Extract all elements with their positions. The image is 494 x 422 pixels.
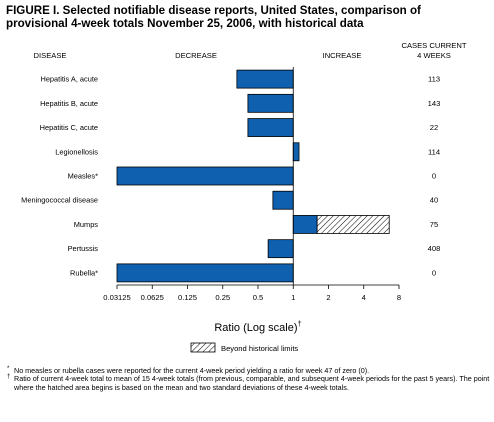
category-label: Hepatitis A, acute	[40, 75, 98, 84]
footnote-dagger-text: Ratio of current 4-week total to mean of…	[14, 374, 490, 392]
bar	[236, 69, 294, 89]
footnote-star-mark: *	[7, 366, 10, 372]
figure-title-line2: provisional 4-week totals November 25, 2…	[6, 17, 364, 30]
bar	[272, 190, 294, 210]
case-count: 114	[428, 147, 440, 156]
bar	[116, 166, 294, 186]
case-count: 408	[428, 244, 441, 253]
bar	[247, 118, 294, 137]
legend-hatch-swatch	[190, 342, 216, 353]
x-tick-label: 4	[362, 293, 366, 302]
category-label: Meningococcal disease	[21, 196, 98, 205]
footnote-measles-rubella: * No measles or rubella cases were report…	[6, 366, 490, 375]
case-count: 22	[430, 123, 438, 132]
cases-column-header-sub: 4 WEEKS	[417, 51, 451, 60]
case-count: 113	[428, 75, 440, 84]
x-axis-label: Ratio (Log scale)†	[214, 319, 301, 334]
footnote-star-text: No measles or rubella cases were reporte…	[14, 366, 370, 375]
x-tick-label: 0.0625	[141, 293, 164, 302]
category-label: Legionellosis	[55, 147, 98, 156]
plot-area: Hepatitis A, acute 113 Hepatitis B, acute 1…	[21, 67, 440, 302]
case-count: 40	[430, 196, 438, 205]
bar	[247, 93, 294, 113]
x-axis-label-text: Ratio (Log scale)	[214, 322, 297, 334]
footnote-ratio-definition: † Ratio of current 4-week total to mean o…	[6, 374, 490, 392]
x-tick-label: 8	[397, 293, 401, 302]
case-count: 0	[432, 172, 436, 181]
figure-title: FIGURE I. Selected notifiable disease re…	[6, 4, 490, 30]
category-label: Rubella*	[70, 268, 98, 277]
category-label: Hepatitis C, acute	[40, 123, 98, 132]
category-label: Pertussis	[68, 244, 99, 253]
x-tick-label: 0.25	[215, 293, 230, 302]
x-tick-label: 0.125	[178, 293, 197, 302]
category-label: Mumps	[74, 220, 99, 229]
bar	[116, 263, 294, 283]
category-label: Measles*	[68, 172, 99, 181]
figure-title-line1: FIGURE I. Selected notifiable disease re…	[6, 4, 421, 17]
bar	[292, 142, 300, 162]
footnotes: * No measles or rubella cases were report…	[6, 366, 490, 392]
x-tick-label: 1	[291, 293, 295, 302]
x-axis-label-mark: †	[297, 319, 301, 328]
case-count: 0	[432, 268, 436, 277]
increase-header: INCREASE	[323, 51, 362, 60]
x-tick-label: 2	[326, 293, 330, 302]
cases-column-header: CASES CURRENT	[402, 41, 467, 50]
legend-label: Beyond historical limits	[221, 344, 298, 353]
case-count: 75	[430, 220, 438, 229]
x-tick-label: 0.03125	[103, 293, 130, 302]
bar	[292, 215, 318, 234]
decrease-header: DECREASE	[175, 51, 217, 60]
x-tick-label: 0.5	[253, 293, 264, 302]
footnote-dagger-mark: †	[7, 374, 11, 381]
case-count: 143	[428, 99, 441, 108]
category-label: Hepatitis B, acute	[40, 99, 98, 108]
disease-column-header: DISEASE	[34, 51, 67, 60]
bar	[267, 239, 294, 259]
bar-beyond-limits	[316, 215, 390, 234]
